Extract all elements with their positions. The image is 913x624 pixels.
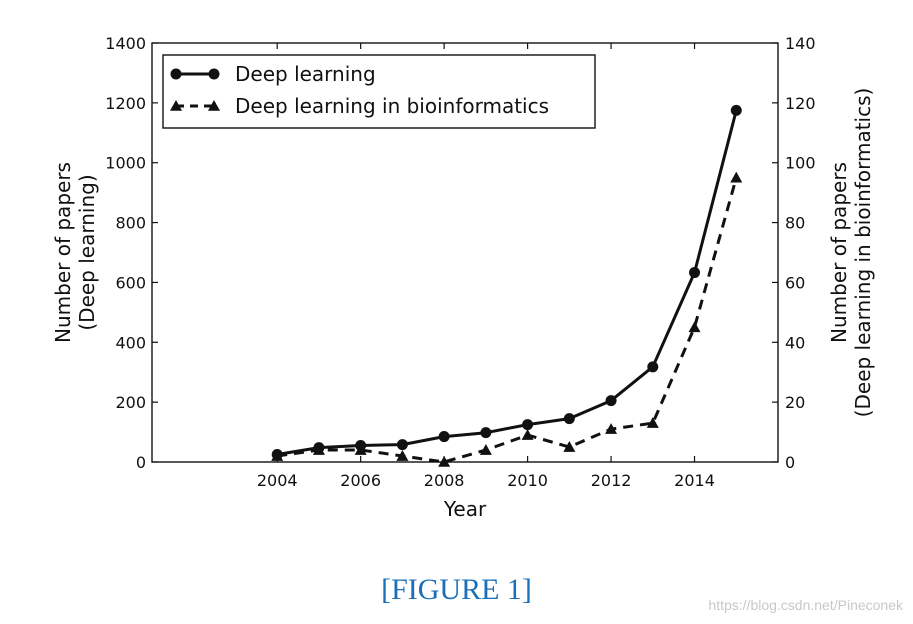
legend-marker-1 [170, 100, 182, 111]
legend-marker-1 [208, 100, 220, 111]
series-0-point [522, 419, 534, 431]
y-left-axis-title: Number of papers(Deep learning) [51, 162, 99, 343]
legend-label-0: Deep learning [235, 62, 376, 86]
series-1-point [563, 441, 576, 452]
series-line-1 [276, 177, 738, 464]
series-1-point [521, 429, 534, 440]
chart: 2004 2006 2008 2010 2012 20140200400600800100… [51, 34, 875, 521]
y-left-tick-label: 400 [115, 333, 146, 352]
y-right-tick-label: 60 [785, 273, 805, 292]
series-1-point [730, 171, 743, 183]
x-tick-label: 2006 [340, 471, 381, 490]
series-1-point [605, 423, 618, 434]
series-0-point [605, 395, 617, 407]
watermark: https://blog.csdn.net/Pineconek [708, 597, 903, 613]
x-tick-label: 2004 [257, 471, 298, 490]
x-tick-label: 2014 [674, 471, 715, 490]
series-1-point [312, 444, 325, 455]
series-1-point [438, 456, 451, 467]
series-1-point [646, 417, 659, 428]
y-left-tick-label: 1200 [105, 94, 146, 113]
series-0-point [396, 439, 408, 451]
series-0-point [480, 427, 492, 439]
y-right-tick-label: 140 [785, 34, 816, 53]
series-1-point [396, 450, 409, 461]
y-left-tick-label: 1400 [105, 34, 146, 53]
y-left-axis-title-line: Number of papers [51, 162, 75, 343]
series-1-point [688, 321, 701, 333]
y-right-tick-label: 120 [785, 94, 816, 113]
y-left-tick-label: 1000 [105, 154, 146, 173]
y-left-axis-title-line: (Deep learning) [75, 174, 99, 330]
x-tick-label: 2012 [591, 471, 632, 490]
legend-label-1: Deep learning in bioinformatics [235, 94, 549, 118]
plot-frame [151, 42, 779, 463]
x-tick-label: 2008 [424, 471, 465, 490]
series-0-point [689, 267, 701, 279]
series-line-0 [276, 109, 738, 456]
y-left-tick-label: 800 [115, 214, 146, 233]
legend-marker-0 [170, 68, 182, 80]
y-right-tick-label: 80 [785, 214, 805, 233]
x-tick-label: 2010 [507, 471, 548, 490]
series-1-point [271, 450, 284, 461]
x-axis-title: Year [443, 497, 487, 521]
figure-caption: [FIGURE 1] [381, 573, 532, 606]
y-right-tick-label: 0 [785, 453, 795, 472]
series-1-point [479, 444, 492, 455]
series-0-point [647, 361, 659, 373]
y-right-axis-title: Number of papers(Deep learning in bioinf… [827, 88, 875, 418]
series-1-point [354, 444, 367, 455]
y-right-axis-title-line: Number of papers [827, 162, 851, 343]
y-right-tick-label: 100 [785, 154, 816, 173]
y-left-tick-label: 0 [136, 453, 146, 472]
y-right-axis-title-line: (Deep learning in bioinformatics) [851, 88, 875, 418]
y-left-tick-label: 600 [115, 273, 146, 292]
legend-marker-0 [208, 68, 220, 80]
y-left-tick-label: 200 [115, 393, 146, 412]
legend-box [162, 54, 596, 129]
y-right-tick-label: 20 [785, 393, 805, 412]
series-0-point [730, 104, 742, 116]
series-0-point [563, 413, 575, 425]
y-right-tick-label: 40 [785, 333, 805, 352]
series-0-point [438, 431, 450, 443]
